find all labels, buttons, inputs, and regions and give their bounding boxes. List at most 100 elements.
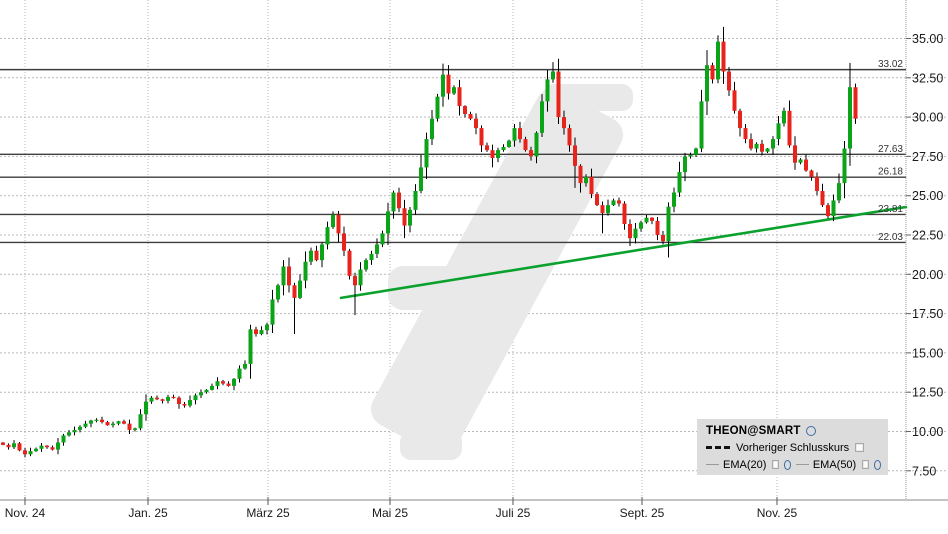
- x-axis-label: Jan. 25: [128, 506, 168, 520]
- candle-down: [177, 397, 181, 404]
- candle-down: [721, 41, 726, 72]
- ema20-line-icon: [706, 464, 720, 465]
- candle-up: [67, 432, 71, 436]
- candle-up: [232, 378, 236, 386]
- prev-close-checkbox[interactable]: [855, 443, 865, 452]
- candle-down: [595, 194, 599, 206]
- dashed-line-icon: [706, 446, 730, 449]
- globe-icon[interactable]: [805, 425, 816, 436]
- candle-up: [512, 128, 517, 141]
- candle-up: [683, 156, 687, 173]
- candle-up: [496, 150, 500, 158]
- candle-down: [397, 192, 401, 209]
- candle-down: [160, 399, 165, 401]
- candle-down: [628, 223, 632, 239]
- ema20-checkbox[interactable]: [772, 460, 779, 469]
- candle-up: [380, 233, 385, 245]
- candle-up: [441, 74, 445, 97]
- candle-up: [419, 167, 423, 191]
- candle-up: [369, 253, 374, 261]
- candle-up: [545, 79, 550, 102]
- ema50-checkbox[interactable]: [862, 460, 869, 469]
- candle-up: [61, 435, 66, 443]
- candle-down: [463, 106, 467, 114]
- x-axis-label: Nov. 24: [5, 506, 46, 520]
- candle-down: [155, 397, 159, 400]
- candle-down: [518, 128, 522, 140]
- level-label: 23.81: [878, 204, 903, 215]
- candle-down: [573, 145, 577, 166]
- level-label: 33.02: [878, 59, 903, 70]
- candle-up: [94, 419, 99, 421]
- candle-down: [474, 118, 478, 129]
- candle-down: [50, 447, 55, 450]
- candle-down: [650, 217, 654, 221]
- legend-prev-close-row: Vorheriger Schlusskurs: [706, 439, 881, 456]
- candle-down: [468, 113, 473, 119]
- candle-down: [743, 128, 748, 140]
- candle-down: [127, 423, 132, 430]
- candle-up: [111, 423, 115, 426]
- candle-up: [138, 414, 143, 429]
- candle-down: [314, 250, 319, 261]
- candle-down: [622, 203, 627, 224]
- candle-up: [375, 244, 379, 254]
- candle-down: [485, 145, 489, 151]
- candle-up: [611, 200, 616, 206]
- candle-up: [501, 146, 506, 151]
- globe-icon[interactable]: [784, 459, 792, 470]
- candle-up: [842, 148, 847, 184]
- candle-down: [457, 87, 462, 107]
- candle-down: [853, 87, 858, 119]
- candle-down: [353, 275, 357, 286]
- legend-title-row: THEON@SMART: [706, 422, 881, 439]
- candle-up: [243, 363, 247, 369]
- candle-up: [782, 110, 786, 124]
- candle-up: [56, 442, 60, 450]
- candle-down: [655, 220, 660, 235]
- candle-up: [639, 222, 643, 229]
- candle-down: [226, 383, 231, 386]
- candle-up: [78, 426, 82, 430]
- x-axis-label: März 25: [246, 506, 290, 520]
- x-axis-label: Nov. 25: [757, 506, 798, 520]
- candle-up: [551, 71, 555, 80]
- candle-up: [39, 445, 44, 449]
- candle-up: [364, 260, 368, 270]
- candle-down: [122, 421, 126, 424]
- globe-icon[interactable]: [873, 459, 881, 470]
- candle-down: [738, 110, 742, 129]
- candle-up: [248, 329, 253, 364]
- candle-up: [12, 443, 16, 448]
- candle-up: [672, 192, 676, 207]
- candle-down: [171, 396, 176, 399]
- candle-down: [600, 205, 605, 213]
- candle-down: [529, 150, 533, 157]
- candle-up: [325, 227, 330, 245]
- candle-up: [28, 451, 33, 455]
- candle-up: [72, 429, 77, 433]
- candle-up: [848, 87, 852, 149]
- candle-up: [89, 420, 93, 424]
- candle-down: [617, 200, 621, 204]
- candle-up: [837, 183, 841, 201]
- candle-down: [809, 170, 814, 177]
- y-axis-label: 22.50: [912, 229, 943, 243]
- candle-up: [166, 396, 170, 401]
- candle-down: [402, 208, 407, 226]
- y-axis-label: 30.00: [912, 111, 943, 125]
- candle-up: [34, 448, 38, 452]
- candle-down: [479, 128, 484, 146]
- candle-down: [490, 150, 495, 158]
- candle-up: [633, 228, 638, 239]
- candle-down: [1, 442, 5, 445]
- candle-up: [798, 159, 803, 163]
- candle-down: [727, 71, 731, 91]
- candle-up: [270, 299, 275, 325]
- candle-up: [237, 368, 242, 379]
- y-axis-label: 7.50: [912, 464, 936, 478]
- candle-up: [413, 190, 418, 210]
- candle-up: [386, 211, 390, 234]
